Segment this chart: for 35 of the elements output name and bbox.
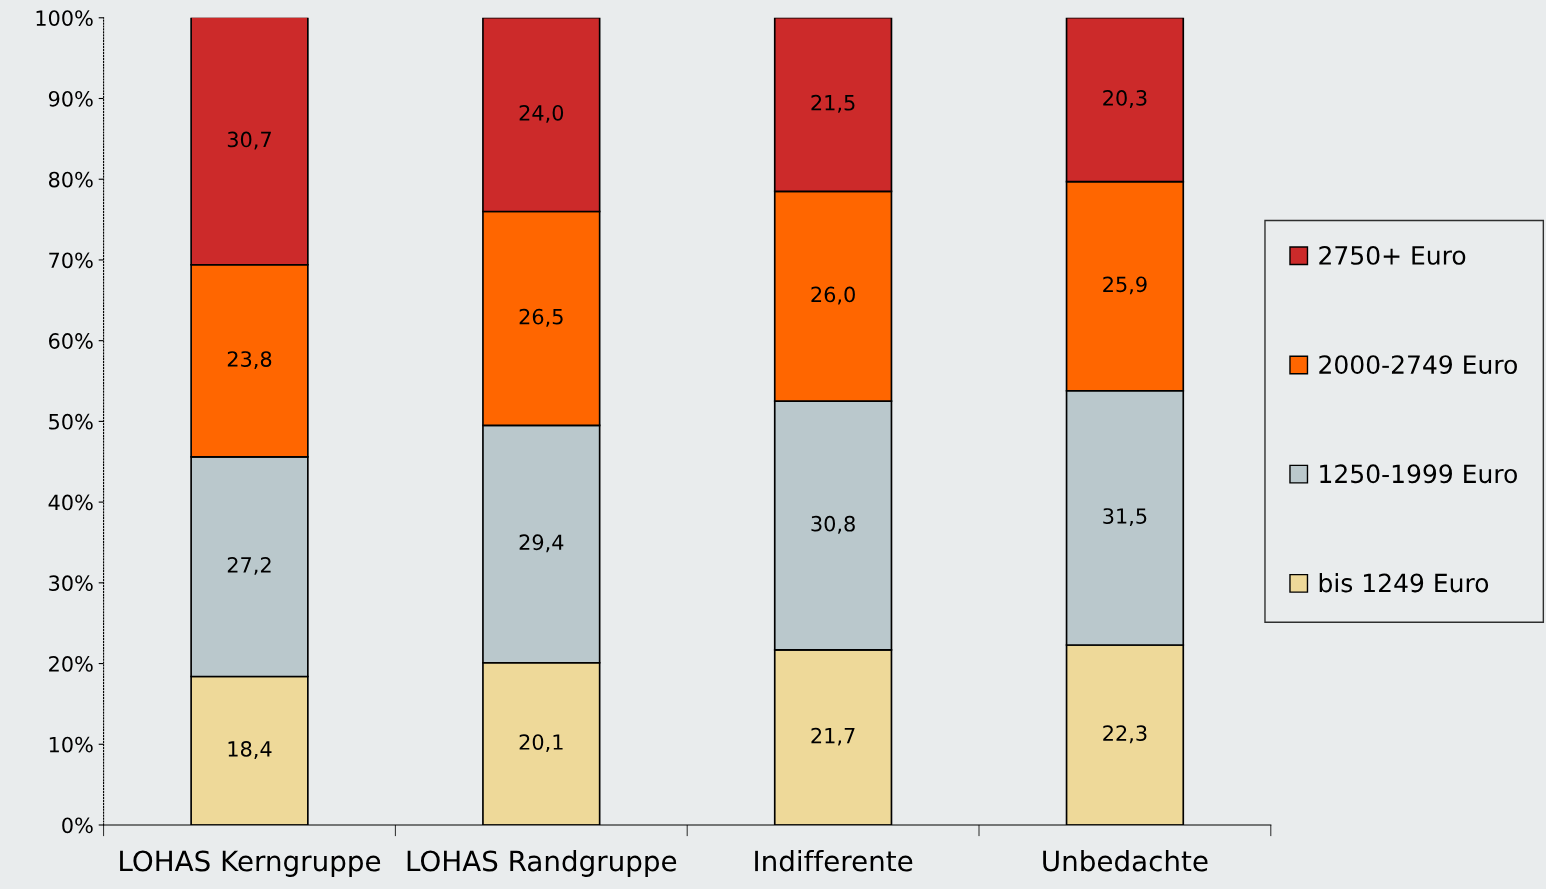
data-label: 26,0: [811, 286, 855, 305]
data-label: 30,7: [227, 131, 271, 150]
data-label: 22,3: [1103, 725, 1147, 744]
y-tick-label: 50%: [49, 413, 93, 430]
data-label: 30,8: [811, 515, 855, 534]
data-label: 31,5: [1103, 508, 1147, 527]
data-label: 20,1: [519, 734, 563, 753]
y-tick-label: 10%: [49, 736, 93, 753]
legend-label: 2000-2749 Euro: [1319, 355, 1517, 375]
data-label: 21,5: [811, 94, 855, 113]
data-label: 18,4: [228, 741, 272, 759]
y-tick-label: 80%: [48, 171, 93, 188]
y-tick-label: 20%: [49, 656, 93, 672]
legend-label: 1250-1999 Euro: [1320, 464, 1517, 484]
x-tick-label: Unbedachte: [1043, 849, 1208, 872]
data-label: 21,7: [811, 727, 855, 746]
y-tick-label: 90%: [48, 90, 93, 107]
y-tick-label: 0%: [62, 817, 93, 834]
data-label: 26,5: [519, 308, 563, 327]
data-label: 29,4: [519, 534, 564, 553]
x-tick-label: LOHAS Randgruppe: [407, 849, 677, 877]
y-tick-label: 30%: [49, 575, 93, 592]
legend-label: bis 1249 Euro: [1319, 573, 1489, 593]
x-tick-label: Indifferente: [755, 849, 913, 872]
y-tick-label: 100%: [36, 10, 93, 26]
legend-label: 2750+ Euro: [1319, 245, 1466, 265]
data-label: 25,9: [1103, 276, 1147, 295]
y-tick-label: 40%: [48, 494, 93, 511]
y-tick-label: 60%: [49, 333, 93, 349]
data-label: 27,2: [227, 556, 271, 575]
data-label: 23,8: [227, 351, 272, 370]
data-label: 20,3: [1103, 90, 1147, 108]
x-tick-label: LOHAS Kerngruppe: [120, 850, 381, 877]
y-tick-label: 70%: [49, 252, 93, 269]
data-label: 24,0: [519, 104, 564, 123]
